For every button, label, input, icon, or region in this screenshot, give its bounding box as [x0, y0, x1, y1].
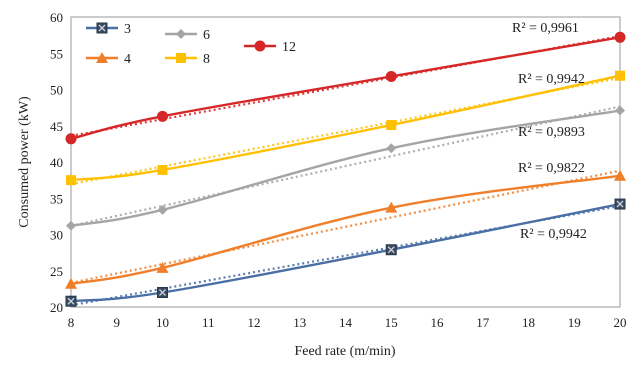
legend-marker-12: [254, 40, 266, 52]
trendline-4: [70, 169, 621, 284]
y-tick-label: 40: [50, 155, 63, 170]
data-point-8: [386, 120, 397, 131]
r2-label-6: R² = 0,9893: [518, 125, 585, 140]
y-tick-label: 25: [50, 264, 63, 279]
x-axis-title: Feed rate (m/min): [294, 344, 395, 359]
legend-label-3: 3: [124, 22, 131, 37]
series-markers: [65, 31, 626, 307]
data-point-12: [157, 110, 168, 122]
data-point-12: [65, 133, 77, 145]
legend-label-4: 4: [124, 52, 131, 67]
legend-marker-8: [176, 53, 186, 63]
data-point-3: [65, 295, 77, 307]
y-tick-label: 20: [50, 300, 63, 315]
data-point-4: [156, 261, 169, 273]
data-point-8: [615, 70, 625, 81]
legend-marker-3: [96, 22, 108, 34]
y-tick-label: 60: [50, 10, 63, 25]
legend-label-12: 12: [282, 40, 296, 55]
data-point-3: [157, 287, 168, 298]
x-tick-label: 17: [476, 315, 490, 330]
data-point-8: [157, 164, 168, 175]
y-tick-label: 35: [50, 191, 63, 206]
data-point-8: [66, 175, 76, 186]
r2-label-8: R² = 0,9942: [518, 72, 585, 87]
r-squared-labels: R² = 0,9942 R² = 0,9822 R² = 0,9893 R² = 0,…: [512, 21, 587, 242]
x-tick-label: 11: [202, 315, 215, 330]
legend-item-3: 3: [86, 22, 131, 37]
y-tick-labels: 20 25 30 35 40 45 50 55 60: [50, 10, 63, 315]
data-point-6: [386, 143, 397, 154]
x-tick-label: 10: [156, 315, 169, 330]
data-point-12: [614, 31, 626, 43]
legend-label-6: 6: [203, 28, 210, 43]
legend-label-8: 8: [203, 52, 210, 67]
x-tick-labels: 8 9 10 11 12 13 14 15 16 17 18 19 20: [68, 315, 627, 330]
y-tick-label: 55: [50, 46, 63, 61]
data-point-4: [385, 201, 398, 213]
series-line-4: [70, 174, 621, 285]
legend-marker-4: [96, 52, 108, 63]
y-tick-label: 50: [50, 83, 63, 98]
trendline-6: [70, 105, 621, 227]
legend-item-8: 8: [165, 52, 210, 67]
series-lines: [70, 36, 621, 303]
y-axis-title: Consumed power (kW): [17, 96, 32, 228]
legend-item-6: 6: [165, 28, 210, 43]
x-tick-label: 12: [248, 315, 261, 330]
x-tick-label: 9: [114, 315, 121, 330]
data-point-6: [157, 204, 168, 215]
y-tick-label: 30: [50, 228, 63, 243]
x-tick-label: 14: [339, 315, 353, 330]
x-tick-label: 16: [431, 315, 445, 330]
data-point-6: [66, 220, 76, 231]
y-tick-label: 45: [50, 119, 63, 134]
x-tick-label: 19: [568, 315, 581, 330]
legend-item-4: 4: [86, 52, 131, 67]
series-line-8: [70, 74, 621, 182]
data-point-3: [385, 244, 397, 256]
data-point-4: [65, 277, 77, 289]
r2-label-4: R² = 0,9822: [518, 161, 585, 176]
x-tick-label: 15: [385, 315, 398, 330]
legend: 3 4 6 8 12: [86, 22, 296, 67]
x-tick-label: 20: [614, 315, 627, 330]
r2-label-12: R² = 0,9961: [512, 21, 579, 36]
series-line-12: [70, 36, 621, 140]
r2-label-3: R² = 0,9942: [520, 227, 587, 242]
legend-marker-6: [176, 29, 186, 39]
data-point-3: [614, 198, 626, 210]
x-tick-label: 13: [293, 315, 306, 330]
x-tick-label: 18: [522, 315, 535, 330]
series-line-6: [70, 109, 621, 227]
data-point-12: [385, 70, 397, 82]
x-tick-label: 8: [68, 315, 75, 330]
series-line-3: [70, 202, 621, 303]
data-point-6: [615, 105, 625, 116]
data-point-4: [614, 169, 626, 181]
legend-item-12: 12: [244, 40, 296, 55]
